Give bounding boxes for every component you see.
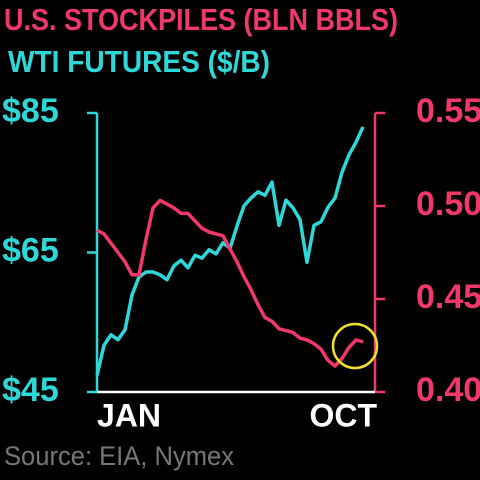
x-tick-label: OCT [309, 397, 377, 433]
data-line [96, 198, 364, 368]
chart-subtitle: WTI FUTURES ($/B) [8, 44, 270, 79]
y-tick-label: $85 [2, 92, 59, 130]
source-note: Source: EIA, Nymex [4, 441, 234, 471]
y2-tick-label: 0.45 [416, 278, 480, 316]
y2-tick-label: 0.40 [416, 371, 480, 409]
y-tick-label: $65 [2, 231, 59, 269]
y2-tick-label: 0.55 [416, 92, 480, 130]
chart-title: U.S. STOCKPILES (BLN BBLS) [4, 2, 398, 37]
highlight-circle [331, 322, 379, 370]
x-tick-label: JAN [97, 397, 161, 433]
y2-tick-label: 0.50 [416, 185, 480, 223]
y-tick-label: $45 [2, 371, 59, 409]
